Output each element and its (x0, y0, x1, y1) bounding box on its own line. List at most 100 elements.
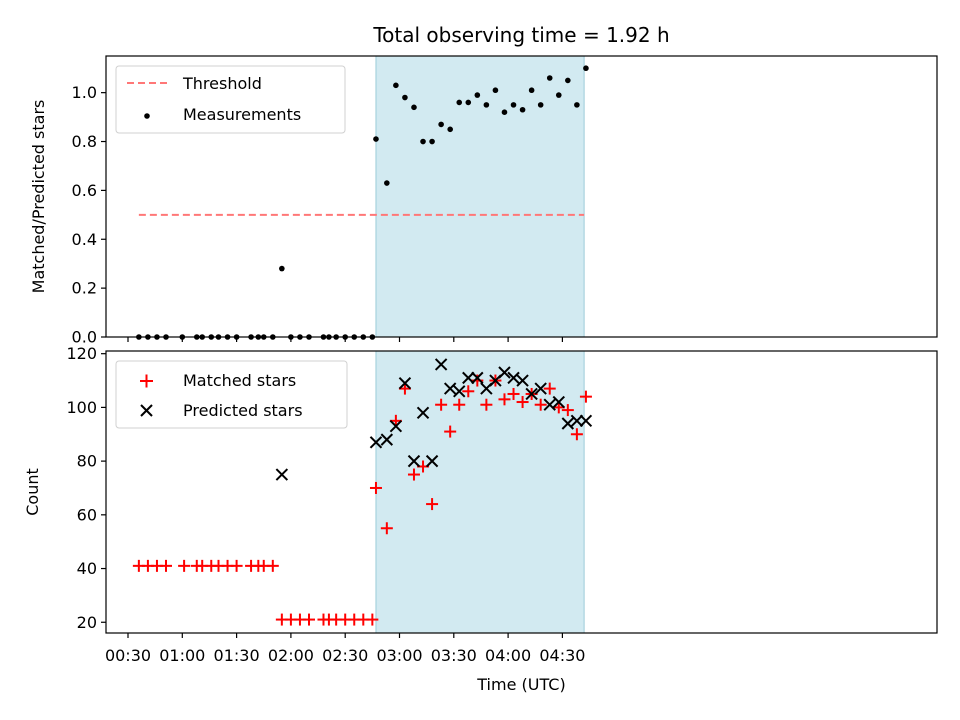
matched-star-point (561, 404, 574, 417)
predicted-star-point (534, 382, 547, 395)
chart-title: Total observing time = 1.92 h (372, 23, 669, 47)
matched-star-point (230, 559, 243, 572)
y-tick-label: 0.6 (72, 181, 97, 200)
measurement-point (402, 94, 408, 101)
predicted-star-point (398, 377, 412, 390)
marks-bottom (132, 358, 593, 626)
matched-star-point (543, 382, 556, 395)
legend-x-marker (140, 404, 153, 417)
predicted-marker-b (516, 374, 529, 387)
predicted-marker-b (498, 366, 511, 379)
predicted-star-point (389, 419, 403, 433)
legend-bottom: Matched stars Predicted stars (115, 360, 348, 429)
y-tick-label: 0.0 (72, 328, 97, 347)
x-tick-label: 03:00 (376, 646, 422, 665)
matched-star-point (498, 393, 511, 406)
y-axis-label-top: Matched/Predicted stars (29, 100, 48, 294)
y-tick-label: 40 (77, 559, 97, 578)
predicted-star-point (498, 366, 511, 379)
shaded-region-top (375, 56, 585, 337)
predicted-marker-b (552, 395, 565, 409)
y-tick-label: 120 (66, 344, 97, 363)
legend-label-matched: Matched stars (183, 371, 296, 390)
legend-frame-bottom (115, 360, 348, 429)
predicted-marker-b (561, 417, 575, 430)
measurement-point (384, 180, 390, 186)
legend-top: Threshold Measurements (115, 65, 346, 134)
predicted-star-point (416, 406, 430, 419)
measurement-point (528, 87, 535, 94)
matched-star-point (366, 613, 379, 626)
matched-star-point (453, 398, 466, 411)
measurement-point (456, 99, 463, 106)
x-axis-label: Time (UTC) (476, 675, 565, 694)
matched-star-point (407, 468, 420, 481)
y-tick-label: 20 (77, 613, 97, 632)
measurement-point (537, 102, 544, 108)
matched-star-point (570, 428, 583, 441)
measurement-point (373, 136, 379, 142)
legend-label-measurements: Measurements (183, 105, 301, 124)
legend-frame-top (115, 65, 346, 134)
legend-plus-marker (140, 374, 153, 388)
y-axis-label-bottom: Count (23, 468, 42, 516)
predicted-star-point (525, 387, 538, 401)
shaded-region-bottom (375, 351, 585, 633)
predicted-marker-b (453, 385, 466, 398)
predicted-marker-b (525, 387, 538, 401)
predicted-star-point (425, 454, 439, 468)
predicted-star-point (543, 398, 556, 411)
predicted-star-point (407, 454, 421, 468)
predicted-marker-b (407, 454, 421, 468)
matched-star-point (426, 498, 439, 511)
y-tick-label: 100 (66, 398, 97, 417)
measurement-point (492, 87, 499, 94)
x-tick-label: 04:30 (539, 646, 585, 665)
predicted-marker-b (369, 436, 383, 449)
predicted-marker-b (275, 468, 289, 481)
measurement-point (555, 92, 562, 98)
predicted-star-point (570, 414, 584, 428)
measurement-point (519, 106, 526, 113)
matched-star-point (380, 522, 393, 535)
measurement-point (420, 138, 426, 145)
matched-star-point (369, 481, 382, 494)
predicted-star-point (561, 417, 575, 430)
measurement-point (565, 77, 571, 84)
predicted-marker-b (543, 398, 556, 411)
y-tick-label: 1.0 (72, 83, 97, 102)
matched-star-point (579, 390, 592, 403)
measurement-point (583, 65, 589, 72)
x-tick-label: 00:30 (105, 646, 151, 665)
measurement-point (510, 102, 517, 108)
predicted-star-point (380, 433, 394, 446)
matched-star-point (507, 387, 520, 400)
predicted-marker-b (507, 371, 520, 385)
measurement-point (447, 126, 453, 133)
matched-star-point (303, 613, 315, 626)
predicted-star-point (369, 436, 383, 449)
measurement-point (474, 92, 481, 98)
ticks-bottom: 20 40 60 80 100 120 00:30 01:00 01:30 02:00 02:30 0… (66, 344, 585, 665)
predicted-marker-b (579, 414, 593, 428)
ticks-top: 0.0 0.2 0.4 0.6 0.8 1.0 (72, 56, 585, 347)
predicted-star-point (275, 468, 289, 481)
matched-star-point (480, 398, 493, 411)
matched-star-point (160, 559, 173, 572)
y-tick-label: 0.8 (72, 132, 97, 151)
predicted-marker-b (462, 371, 475, 385)
measurement-point (279, 265, 285, 272)
x-tick-label: 04:00 (485, 646, 531, 665)
legend-label-threshold: Threshold (182, 74, 262, 93)
measurement-point (438, 121, 444, 128)
predicted-star-point (443, 382, 457, 395)
predicted-marker-b (471, 371, 484, 385)
x-tick-label: 02:30 (322, 646, 368, 665)
matched-star-point (516, 396, 529, 409)
measurement-point (411, 104, 417, 111)
x-tick-label: 03:30 (431, 646, 477, 665)
matched-star-point (444, 425, 457, 438)
panel-count: 20 40 60 80 100 120 00:30 01:00 01:30 02:00 02:30 0… (23, 344, 938, 694)
legend-measurement-dot (144, 113, 150, 119)
